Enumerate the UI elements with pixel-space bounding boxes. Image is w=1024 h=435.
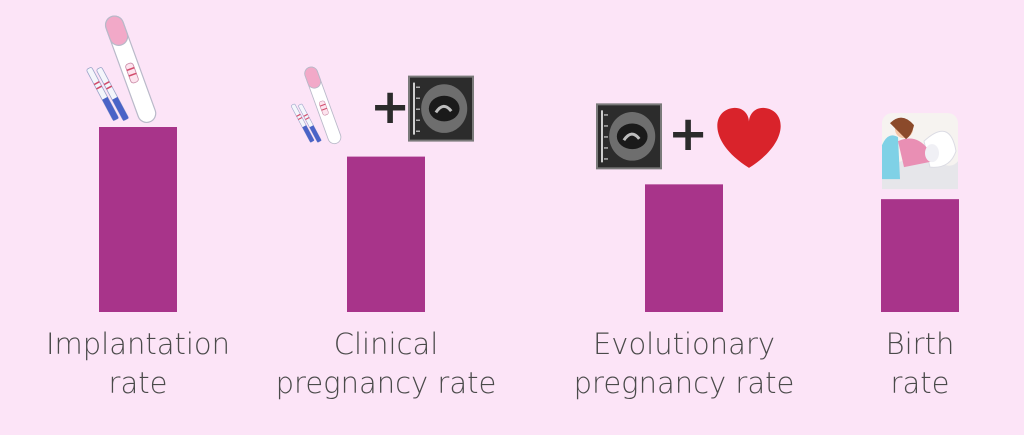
category-label-line: pregnancy rate (573, 366, 795, 400)
category-label-4: Birth rate (790, 325, 1024, 403)
category-label-line: pregnancy rate (275, 366, 497, 400)
ultrasound-icon (408, 75, 474, 142)
pregnancy-test-icon (86, 15, 157, 124)
category-label-1: Implantation rate (8, 325, 268, 403)
category-label-line: Evolutionary (592, 327, 776, 361)
bar-2 (347, 156, 425, 312)
category-label-line: Birth (885, 327, 955, 361)
category-label-line: rate (108, 366, 168, 400)
plus-sign: + (370, 78, 411, 135)
heart-icon (717, 107, 781, 168)
category-label-line: Implantation (45, 327, 231, 361)
bar-3 (645, 184, 723, 312)
ultrasound-icon (596, 103, 662, 170)
bar-1 (99, 127, 177, 312)
pregnancy-test-icon (291, 66, 342, 145)
category-label-line: rate (890, 366, 950, 400)
category-label-3: Evolutionary pregnancy rate (554, 325, 814, 403)
category-label-line: Clinical (333, 327, 439, 361)
mother-baby-icon (882, 113, 958, 190)
bar-4 (881, 199, 959, 312)
category-label-2: Clinical pregnancy rate (256, 325, 516, 403)
plus-sign: + (668, 106, 709, 163)
